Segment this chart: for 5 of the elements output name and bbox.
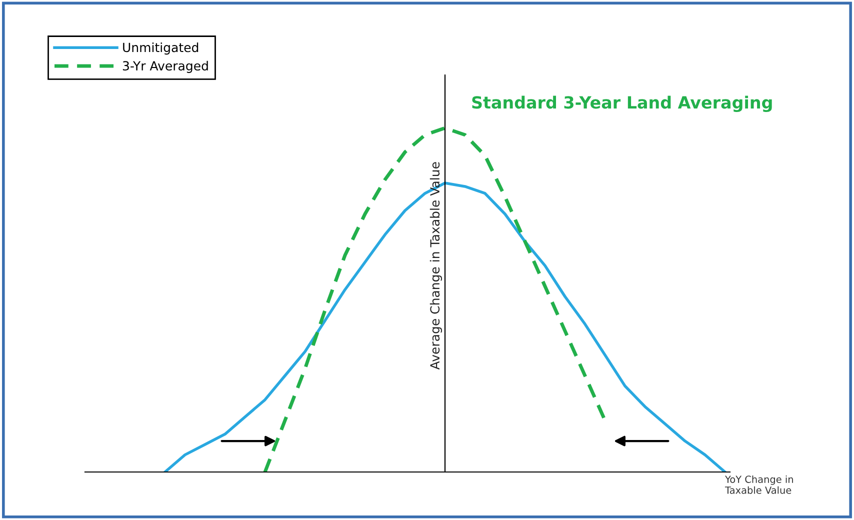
legend-label: 3-Yr Averaged bbox=[122, 60, 208, 73]
y-axis-title: Average Change in Taxable Value bbox=[430, 162, 442, 370]
legend-label: Unmitigated bbox=[123, 42, 198, 55]
x-axis-title: YoY Change in Taxable Value bbox=[724, 475, 793, 494]
text: Standard 3-Year Land Averaging bbox=[472, 96, 772, 112]
